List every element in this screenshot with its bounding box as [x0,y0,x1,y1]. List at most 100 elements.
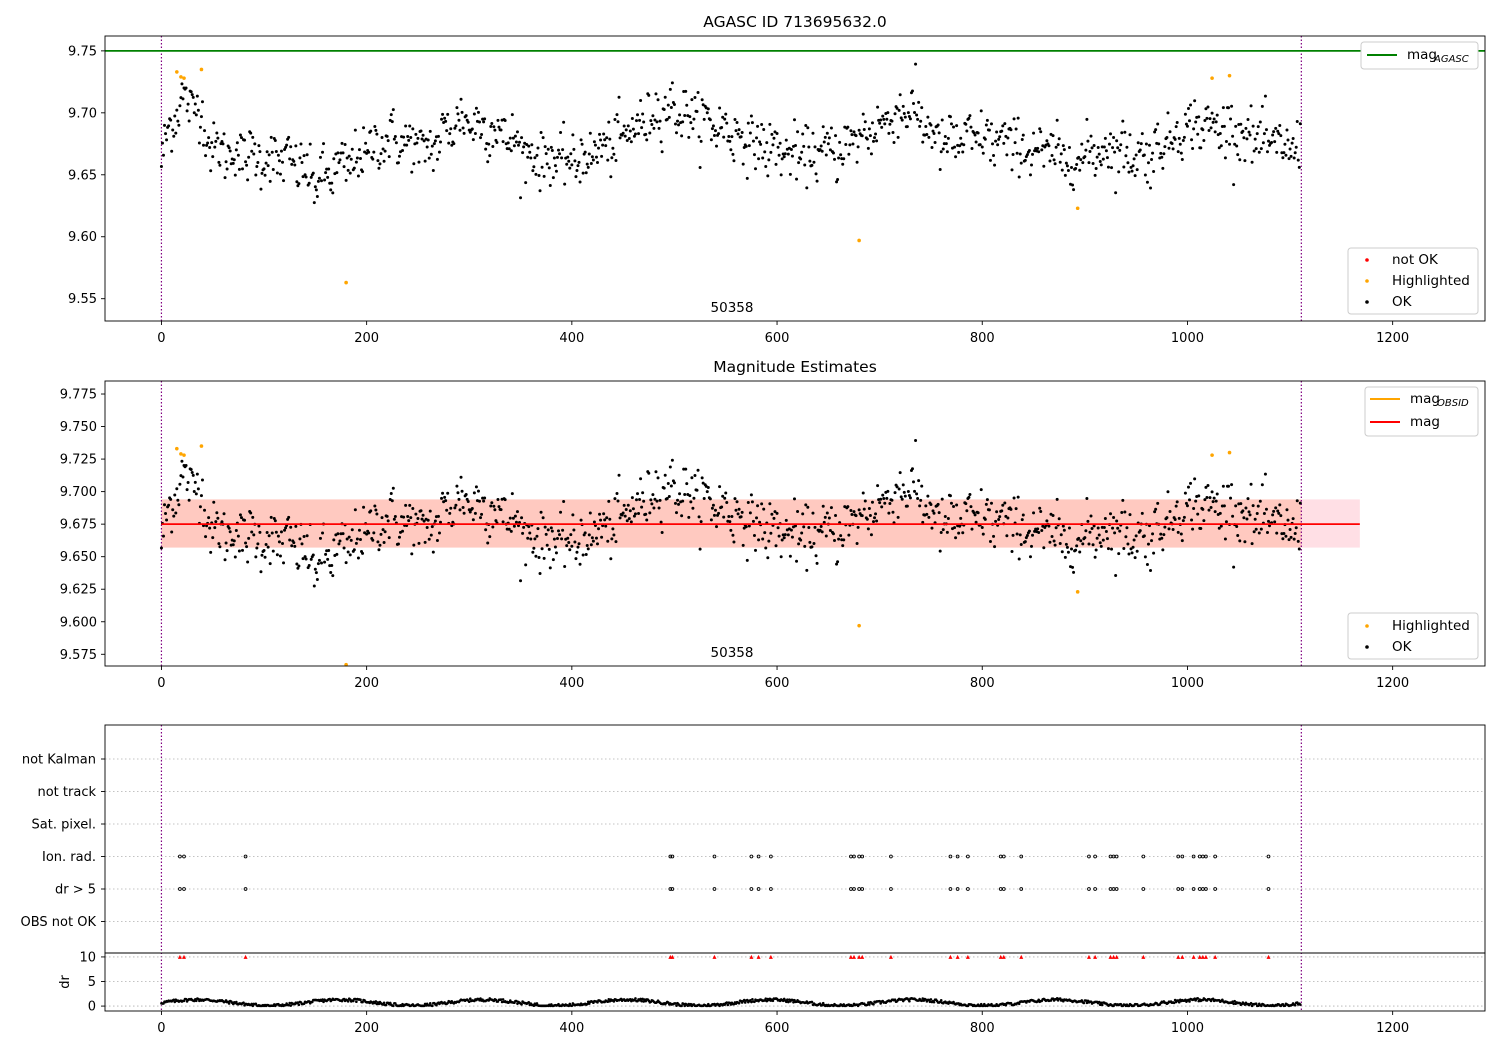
ok-point [331,191,335,195]
flag-event-marker [712,854,717,859]
dr-point [771,999,775,1003]
dr-point [753,1000,756,1004]
ok-point [207,516,211,520]
ok-point [1106,165,1110,169]
ok-point [669,105,673,109]
ok-point [625,139,629,143]
ok-point [508,136,512,140]
ok-point [511,516,515,520]
dr-point [467,1000,471,1003]
ok-point [246,560,250,564]
ok-point [222,132,226,136]
ok-point [768,502,772,506]
ok-point [892,141,896,145]
ok-point [228,149,232,153]
ok-point [784,138,788,142]
ok-point [1126,161,1130,165]
ok-point [631,507,635,511]
ok-point [1107,142,1111,146]
ok-point [239,516,243,520]
ok-point [309,175,313,179]
ok-point [666,103,670,107]
ok-point [1255,132,1259,136]
ok-point [902,490,906,494]
ok-point [964,502,968,506]
ok-point [431,168,435,172]
ok-point [1273,520,1277,524]
ok-point [1025,153,1029,157]
ok-point [611,527,615,531]
ok-point [227,146,231,150]
ok-point [1203,498,1207,502]
ok-point [723,117,727,121]
flag-event-marker [1180,854,1185,859]
ok-point [799,157,803,161]
ok-point [1234,124,1238,128]
ok-point [290,162,294,166]
ok-point [1213,510,1217,514]
dr-point [1084,999,1088,1002]
ok-point [180,459,184,463]
ok-point [1070,547,1074,551]
ok-point [232,158,236,162]
ok-point [1160,155,1164,159]
ok-point [1138,148,1142,152]
ok-point [171,508,175,512]
ok-point [828,529,832,533]
ok-point [647,471,651,475]
ok-point [276,153,280,157]
ok-point [1085,117,1089,121]
ok-point [553,164,557,168]
panel2-title: Magnitude Estimates [713,358,877,376]
ok-point [916,497,920,501]
ok-point [811,511,815,515]
ok-point [471,138,475,142]
ok-point [1166,490,1170,494]
flag-event-marker [1191,887,1196,891]
ok-point [203,129,207,133]
ok-point [706,486,710,490]
ok-point [494,519,498,523]
ok-point [1083,155,1087,159]
ok-point [453,126,457,130]
y-tick-label: 9.700 [60,485,97,500]
ok-point [263,555,267,559]
ok-point [1181,519,1185,523]
y-tick-label: 9.65 [68,168,97,183]
ok-point [797,161,801,165]
ok-point [938,549,942,553]
ok-point [626,503,630,507]
ok-point [307,564,311,568]
ok-point [1239,122,1243,126]
dr-point [867,1001,870,1004]
ok-point [988,540,992,544]
ok-point [1002,141,1006,145]
ok-point [639,477,643,481]
ok-point [1157,142,1161,146]
ok-point [175,108,179,112]
dr-point [810,1000,814,1004]
ok-point [753,167,757,171]
ok-point [1149,569,1153,573]
ok-point [392,137,396,141]
ok-point [701,481,705,485]
ok-point [988,158,992,162]
flag-event-marker [670,887,675,891]
dr-point [394,1002,397,1005]
dr-point [1097,1000,1101,1004]
ok-point [1185,504,1189,508]
ok-point [806,505,810,509]
highlighted-point [1210,76,1214,80]
ok-point [480,132,484,136]
panel1-legend-top: mag AGASC [1360,41,1479,70]
ok-point [373,124,377,128]
ok-point [839,534,843,538]
ok-point [446,491,450,495]
ok-point [377,548,381,552]
ok-point [253,142,257,146]
ok-point [642,499,646,503]
ok-point [477,120,481,124]
ok-point [871,520,875,524]
ok-point [863,120,867,124]
ok-point [1092,524,1096,528]
